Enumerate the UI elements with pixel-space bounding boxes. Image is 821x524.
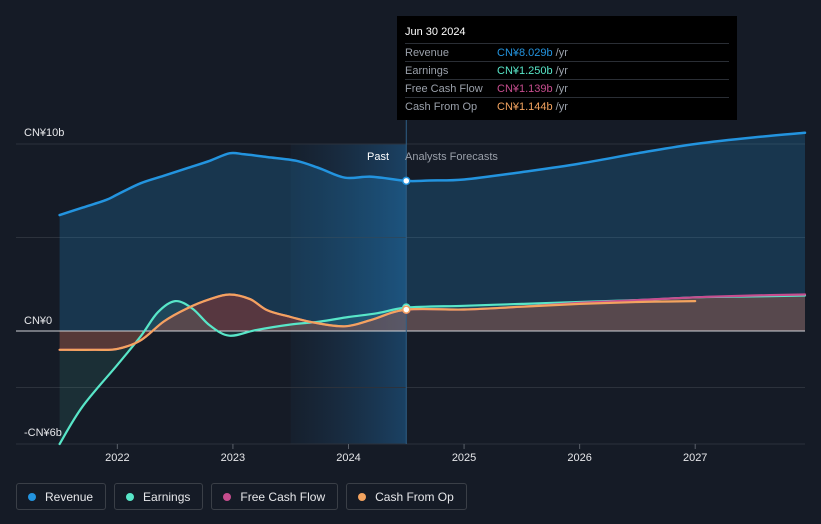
legend-item-cash-from-op[interactable]: Cash From Op — [346, 483, 467, 510]
tooltip-date: Jun 30 2024 — [405, 26, 466, 38]
line-revenue — [58, 131, 807, 217]
hover-tooltip: Jun 30 2024 Revenue CN¥8.029b /yr Earnin… — [397, 16, 737, 120]
x-tick-label: 2023 — [221, 452, 245, 464]
legend-dot-icon — [126, 492, 135, 501]
legend-dot-icon — [223, 492, 232, 501]
tooltip-row-free-cash-flow: Free Cash Flow CN¥1.139b /yr — [405, 79, 729, 97]
tooltip-label: Earnings — [405, 64, 449, 77]
marker-cash-from-op — [402, 305, 411, 314]
legend-dot-icon — [28, 492, 36, 501]
past-highlight-band — [290, 144, 407, 444]
tooltip-unit: /yr — [555, 64, 568, 77]
financials-chart: CN¥10b CN¥0 -CN¥6b Past Analysts Forecas… — [16, 120, 807, 464]
forecast-label: Analysts Forecasts — [405, 151, 498, 163]
area-revenue — [59, 132, 806, 331]
tooltip-label: Cash From Op — [405, 100, 478, 113]
legend-item-free-cash-flow[interactable]: Free Cash Flow — [211, 483, 339, 510]
tooltip-value: CN¥1.144b — [497, 100, 553, 113]
tooltip-row-revenue: Revenue CN¥8.029b /yr — [405, 43, 729, 61]
legend-label: Cash From Op — [375, 489, 454, 504]
tooltip-unit: /yr — [555, 46, 568, 59]
x-axis-ticks: 2022 2023 2024 2025 2026 2027 — [105, 444, 707, 464]
tooltip-row-earnings: Earnings CN¥1.250b /yr — [405, 61, 729, 79]
x-tick-label: 2026 — [567, 452, 591, 464]
legend-label: Earnings — [143, 489, 191, 504]
tooltip-unit: /yr — [555, 100, 568, 113]
tooltip-label: Free Cash Flow — [405, 82, 483, 95]
legend-dot-icon — [358, 492, 367, 501]
chart-legend: Revenue Earnings Free Cash Flow Cash Fro… — [16, 483, 467, 510]
y-label-zero: CN¥0 — [24, 315, 52, 327]
hover-markers — [402, 176, 411, 314]
y-label-bottom: -CN¥6b — [24, 427, 62, 439]
tooltip-value: CN¥8.029b — [497, 46, 553, 59]
marker-revenue — [402, 176, 411, 186]
series-lines — [58, 131, 807, 446]
x-tick-label: 2025 — [452, 452, 476, 464]
past-label: Past — [367, 151, 389, 163]
tooltip-value: CN¥1.250b — [497, 64, 553, 77]
y-label-top: CN¥10b — [24, 127, 64, 139]
legend-item-earnings[interactable]: Earnings — [114, 483, 204, 510]
tooltip-unit: /yr — [555, 82, 568, 95]
x-tick-label: 2024 — [336, 452, 360, 464]
legend-label: Free Cash Flow — [240, 489, 326, 504]
legend-item-revenue[interactable]: Revenue — [16, 483, 107, 510]
x-tick-label: 2027 — [683, 452, 707, 464]
tooltip-value: CN¥1.139b — [497, 82, 553, 95]
area-free-cash-flow — [59, 294, 806, 350]
x-tick-label: 2022 — [105, 452, 129, 464]
line-cash-from-op — [58, 293, 697, 352]
tooltip-row-cash-from-op: Cash From Op CN¥1.144b /yr — [405, 97, 729, 115]
grid-lines — [16, 143, 805, 445]
legend-label: Revenue — [45, 489, 94, 504]
tooltip-label: Revenue — [405, 46, 450, 59]
